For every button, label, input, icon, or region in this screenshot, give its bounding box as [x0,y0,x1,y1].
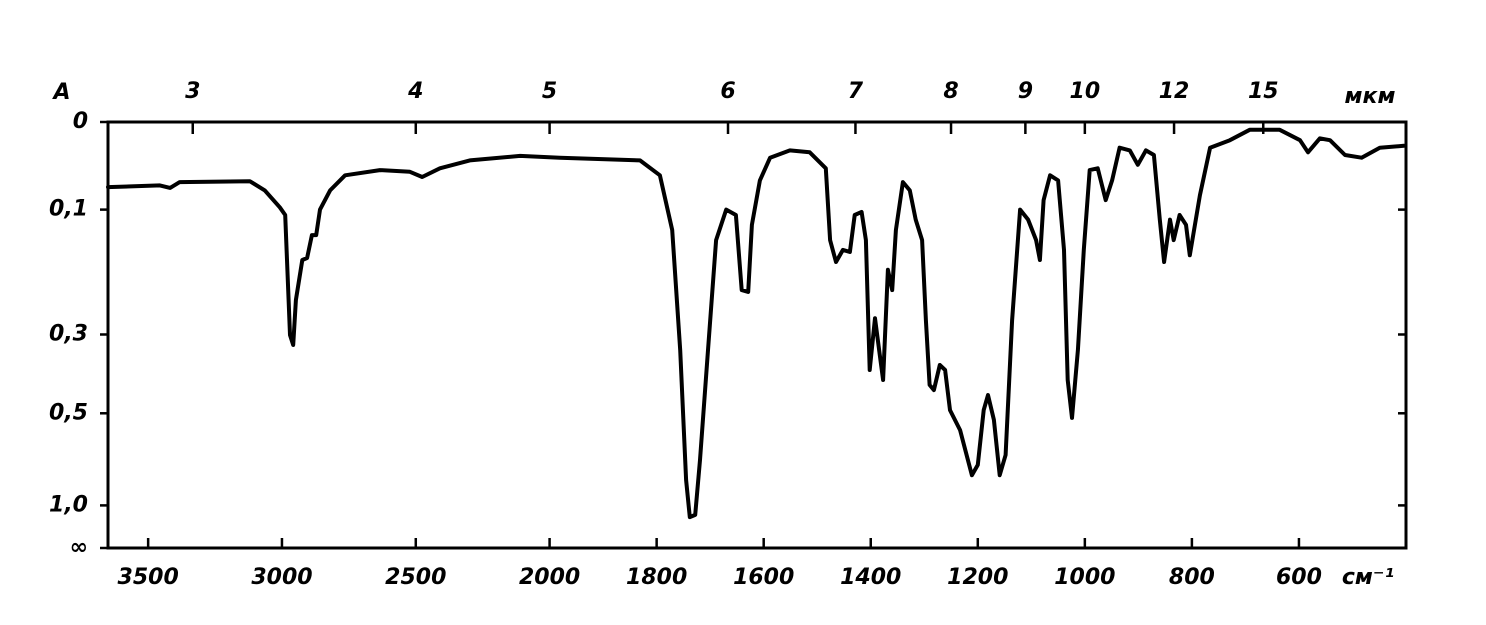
y-tick-label: 0 [73,109,88,134]
x2-tick-label: 6 [720,79,735,104]
x2-tick-label: 9 [1018,79,1033,104]
x-tick-label: 1000 [1054,565,1115,590]
x-tick-label: 2500 [385,565,446,590]
x2-tick-label: 5 [542,79,557,104]
x-tick-label: 1400 [840,565,901,590]
x-axis-label: см⁻¹ [1342,565,1394,590]
x-tick-label: 800 [1169,565,1215,590]
x2-tick-label: 10 [1070,79,1101,104]
x-tick-label: 1200 [947,565,1008,590]
x-tick-label: 1600 [733,565,794,590]
spectrum-line [106,127,1406,520]
x2-tick-label: 4 [407,79,423,104]
x-tick-label: 600 [1276,565,1322,590]
x2-tick-label: 7 [848,79,864,104]
x-tick-label: 2000 [519,565,580,590]
x-tick-label: 3500 [118,565,179,590]
x2-tick-label: 15 [1248,79,1279,104]
y-tick-label: 0,5 [49,400,88,425]
x2-tick-label: 3 [185,79,200,104]
y-axis-label: A [51,80,70,105]
y-tick-label: 1,0 [49,492,88,517]
x2-tick-label: 12 [1159,79,1190,104]
y-tick-label: 0,3 [49,321,88,346]
y-tick-label: ∞ [70,535,88,560]
x-tick-label: 3000 [251,565,312,590]
y-tick-label: 0,1 [49,197,88,222]
x-tick-label: 1800 [626,565,687,590]
x2-tick-label: 8 [943,79,958,104]
x2-axis-label: мкм [1345,84,1396,109]
